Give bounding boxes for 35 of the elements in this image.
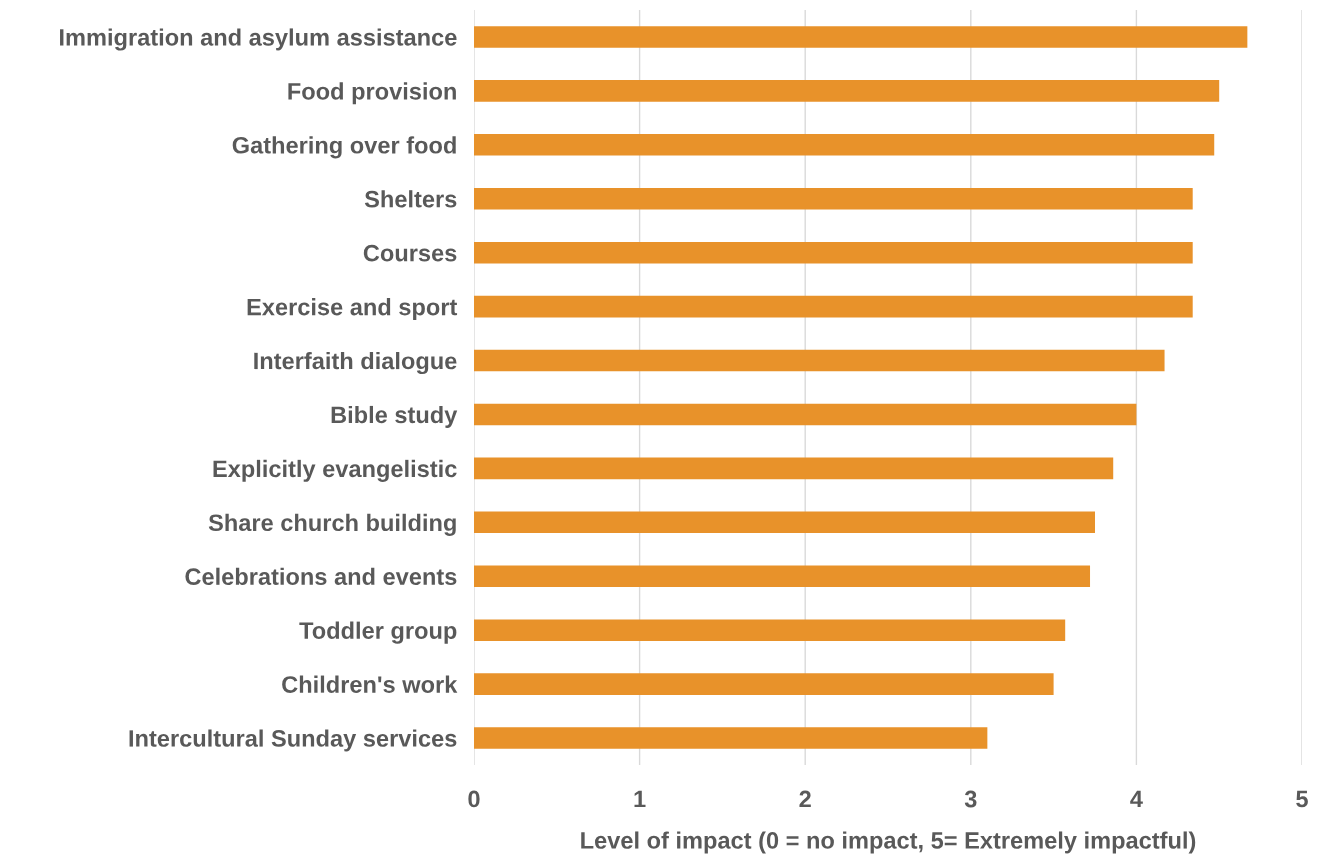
- y-tick-label: Exercise and sport: [247, 298, 458, 321]
- bar: [474, 673, 1054, 695]
- y-tick-label: Share church building: [208, 513, 456, 536]
- x-tick-label: 1: [634, 790, 646, 808]
- bar: [474, 727, 988, 749]
- bar: [474, 134, 1215, 156]
- y-tick-label: Toddler group: [299, 621, 457, 644]
- bar: [474, 565, 1091, 588]
- bar: [474, 26, 1248, 48]
- bar: [474, 619, 1066, 641]
- x-axis-title: Level of impact (0 = no impact, 5= Extremely impactful): [581, 831, 1196, 854]
- bar: [474, 187, 1193, 210]
- y-tick-label: Courses: [363, 244, 457, 262]
- y-tick-label: Intercultural Sunday services: [129, 729, 457, 752]
- bar: [474, 80, 1220, 102]
- bar: [474, 241, 1193, 264]
- y-tick-label: Gathering over food: [232, 136, 456, 159]
- bar: [474, 295, 1193, 318]
- y-tick-label: Children's work: [282, 675, 458, 693]
- x-tick-label: 0: [468, 790, 480, 808]
- y-tick-label: Immigration and asylum assistance: [60, 28, 457, 51]
- x-tick-label: 3: [964, 790, 977, 808]
- bar: [474, 403, 1137, 426]
- y-tick-label: Explicitly evangelistic: [213, 459, 457, 482]
- bar: [474, 349, 1165, 372]
- bar: [474, 457, 1114, 480]
- x-tick-label: 2: [799, 790, 811, 808]
- y-tick-label: Bible study: [331, 405, 458, 428]
- y-tick-label: Interfaith dialogue: [254, 351, 457, 375]
- bar: [474, 511, 1095, 534]
- x-tick-label: 4: [1130, 790, 1143, 808]
- y-tick-label: Celebrations and events: [185, 567, 457, 586]
- y-tick-label: Shelters: [364, 190, 457, 208]
- x-tick-label: 5: [1296, 790, 1308, 808]
- y-tick-label: Food provision: [288, 82, 456, 105]
